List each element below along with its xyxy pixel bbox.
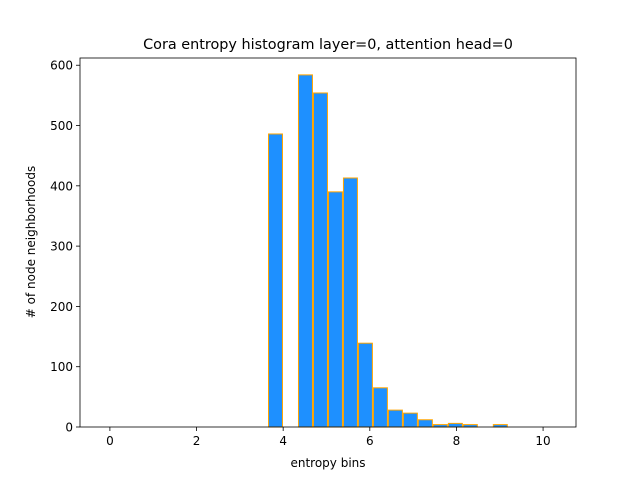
y-tick-label: 500 [50, 119, 73, 133]
chart-title: Cora entropy histogram layer=0, attentio… [143, 37, 513, 53]
x-tick-label: 2 [193, 434, 201, 448]
x-tick-label: 0 [106, 434, 114, 448]
histogram-bar [447, 422, 463, 428]
histogram-bar [268, 133, 283, 428]
x-tick-label: 8 [453, 434, 461, 448]
x-tick-label: 4 [279, 434, 287, 448]
histogram-bar [402, 412, 418, 428]
y-tick-label: 600 [50, 59, 73, 73]
histogram-bar [312, 92, 328, 428]
bars [268, 74, 508, 428]
x-tick-label: 6 [366, 434, 374, 448]
histogram-bar [387, 409, 403, 428]
y-tick-label: 200 [50, 300, 73, 314]
y-tick-label: 100 [50, 360, 73, 374]
y-axis: 0 100 200 300 400 500 600 [50, 59, 80, 435]
x-tick-label: 10 [535, 434, 550, 448]
x-axis-label: entropy bins [290, 456, 365, 470]
y-tick-label: 300 [50, 240, 73, 254]
histogram-bar [417, 419, 433, 428]
y-tick-label: 0 [65, 421, 73, 435]
histogram-bar [357, 342, 373, 428]
histogram-bar [372, 387, 388, 428]
x-axis: 0 2 4 6 8 10 [106, 427, 551, 448]
histogram-bar [342, 177, 358, 428]
histogram-bar [327, 191, 343, 428]
y-tick-label: 400 [50, 179, 73, 193]
histogram-bar [297, 74, 313, 428]
y-axis-label: # of node neighborhoods [24, 166, 38, 318]
plot-frame [79, 57, 577, 428]
